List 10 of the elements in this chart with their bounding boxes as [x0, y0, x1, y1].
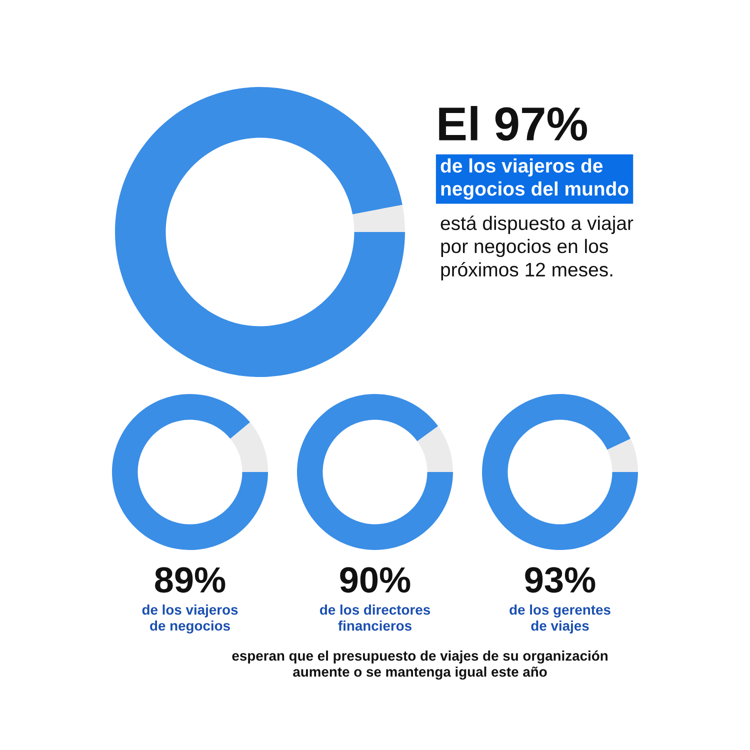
- data-label: 93%: [525, 567, 596, 593]
- data-label: 89%: [155, 567, 226, 593]
- text: de los viajeros de negocios del mundo: [440, 158, 628, 200]
- data-label: El 97%: [439, 106, 588, 141]
- text: de los gerentes de viajes: [510, 604, 610, 634]
- text: esperan que el presupuesto de viajes de su organización aumente o se mantenga igual este año: [232, 650, 608, 680]
- text: de los viajeros de negocios: [142, 604, 238, 634]
- data-label: 90%: [340, 567, 410, 593]
- text: está dispuesto a viajar por negocios en los próximos 12 meses.: [440, 216, 634, 280]
- text: de los directores financieros: [320, 604, 430, 631]
